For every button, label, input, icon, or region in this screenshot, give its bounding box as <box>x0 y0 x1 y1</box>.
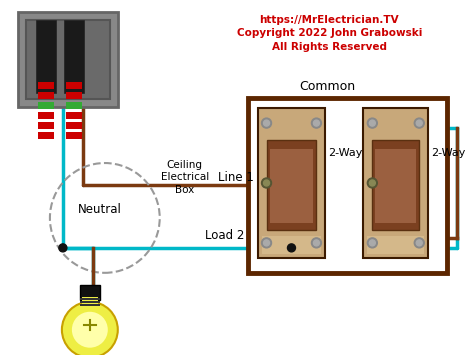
Text: https://MrElectrician.TV
Copyright 2022 John Grabowski
All Rights Reserved: https://MrElectrician.TV Copyright 2022 … <box>237 15 422 52</box>
Circle shape <box>414 118 424 128</box>
Circle shape <box>59 244 67 252</box>
Bar <box>66 82 82 89</box>
Circle shape <box>313 120 319 126</box>
Text: 2-Way: 2-Way <box>431 148 465 158</box>
Circle shape <box>311 118 321 128</box>
Bar <box>375 149 416 223</box>
Circle shape <box>414 238 424 248</box>
Bar <box>80 298 100 300</box>
Circle shape <box>62 302 118 355</box>
Bar <box>66 92 82 99</box>
Bar <box>18 12 118 107</box>
Bar <box>38 92 54 99</box>
Bar <box>38 122 54 129</box>
Bar <box>64 20 84 93</box>
Circle shape <box>311 238 321 248</box>
Bar <box>262 236 321 254</box>
Bar <box>247 98 447 273</box>
Bar <box>270 149 313 223</box>
Bar <box>36 20 56 93</box>
Bar <box>26 20 110 99</box>
Bar <box>373 140 419 230</box>
Circle shape <box>369 240 375 246</box>
Text: Line 1: Line 1 <box>218 171 254 185</box>
Circle shape <box>416 120 422 126</box>
Text: 2-Way: 2-Way <box>328 148 363 158</box>
Text: Neutral: Neutral <box>78 203 122 217</box>
Circle shape <box>288 244 295 252</box>
Bar <box>80 301 100 303</box>
Circle shape <box>264 180 270 186</box>
Bar <box>257 108 326 258</box>
Bar <box>80 304 100 306</box>
Circle shape <box>262 178 272 188</box>
Circle shape <box>264 240 270 246</box>
Circle shape <box>262 118 272 128</box>
Circle shape <box>262 238 272 248</box>
Circle shape <box>367 238 377 248</box>
Bar <box>367 236 424 254</box>
Bar <box>38 102 54 109</box>
Bar <box>38 112 54 119</box>
Text: Load 2: Load 2 <box>205 229 244 242</box>
Bar <box>364 108 428 258</box>
Bar <box>66 132 82 139</box>
Circle shape <box>369 180 375 186</box>
Bar <box>66 122 82 129</box>
Circle shape <box>313 240 319 246</box>
Bar <box>82 297 98 305</box>
Text: Ceiling
Electrical
Box: Ceiling Electrical Box <box>161 160 209 195</box>
Bar <box>38 82 54 89</box>
Bar <box>266 140 317 230</box>
Circle shape <box>264 120 270 126</box>
Circle shape <box>367 118 377 128</box>
Bar <box>80 285 100 300</box>
Text: Common: Common <box>300 80 356 93</box>
Circle shape <box>72 312 108 348</box>
Circle shape <box>367 178 377 188</box>
Circle shape <box>369 120 375 126</box>
Circle shape <box>416 240 422 246</box>
Bar <box>38 132 54 139</box>
Bar <box>66 112 82 119</box>
Bar <box>66 102 82 109</box>
